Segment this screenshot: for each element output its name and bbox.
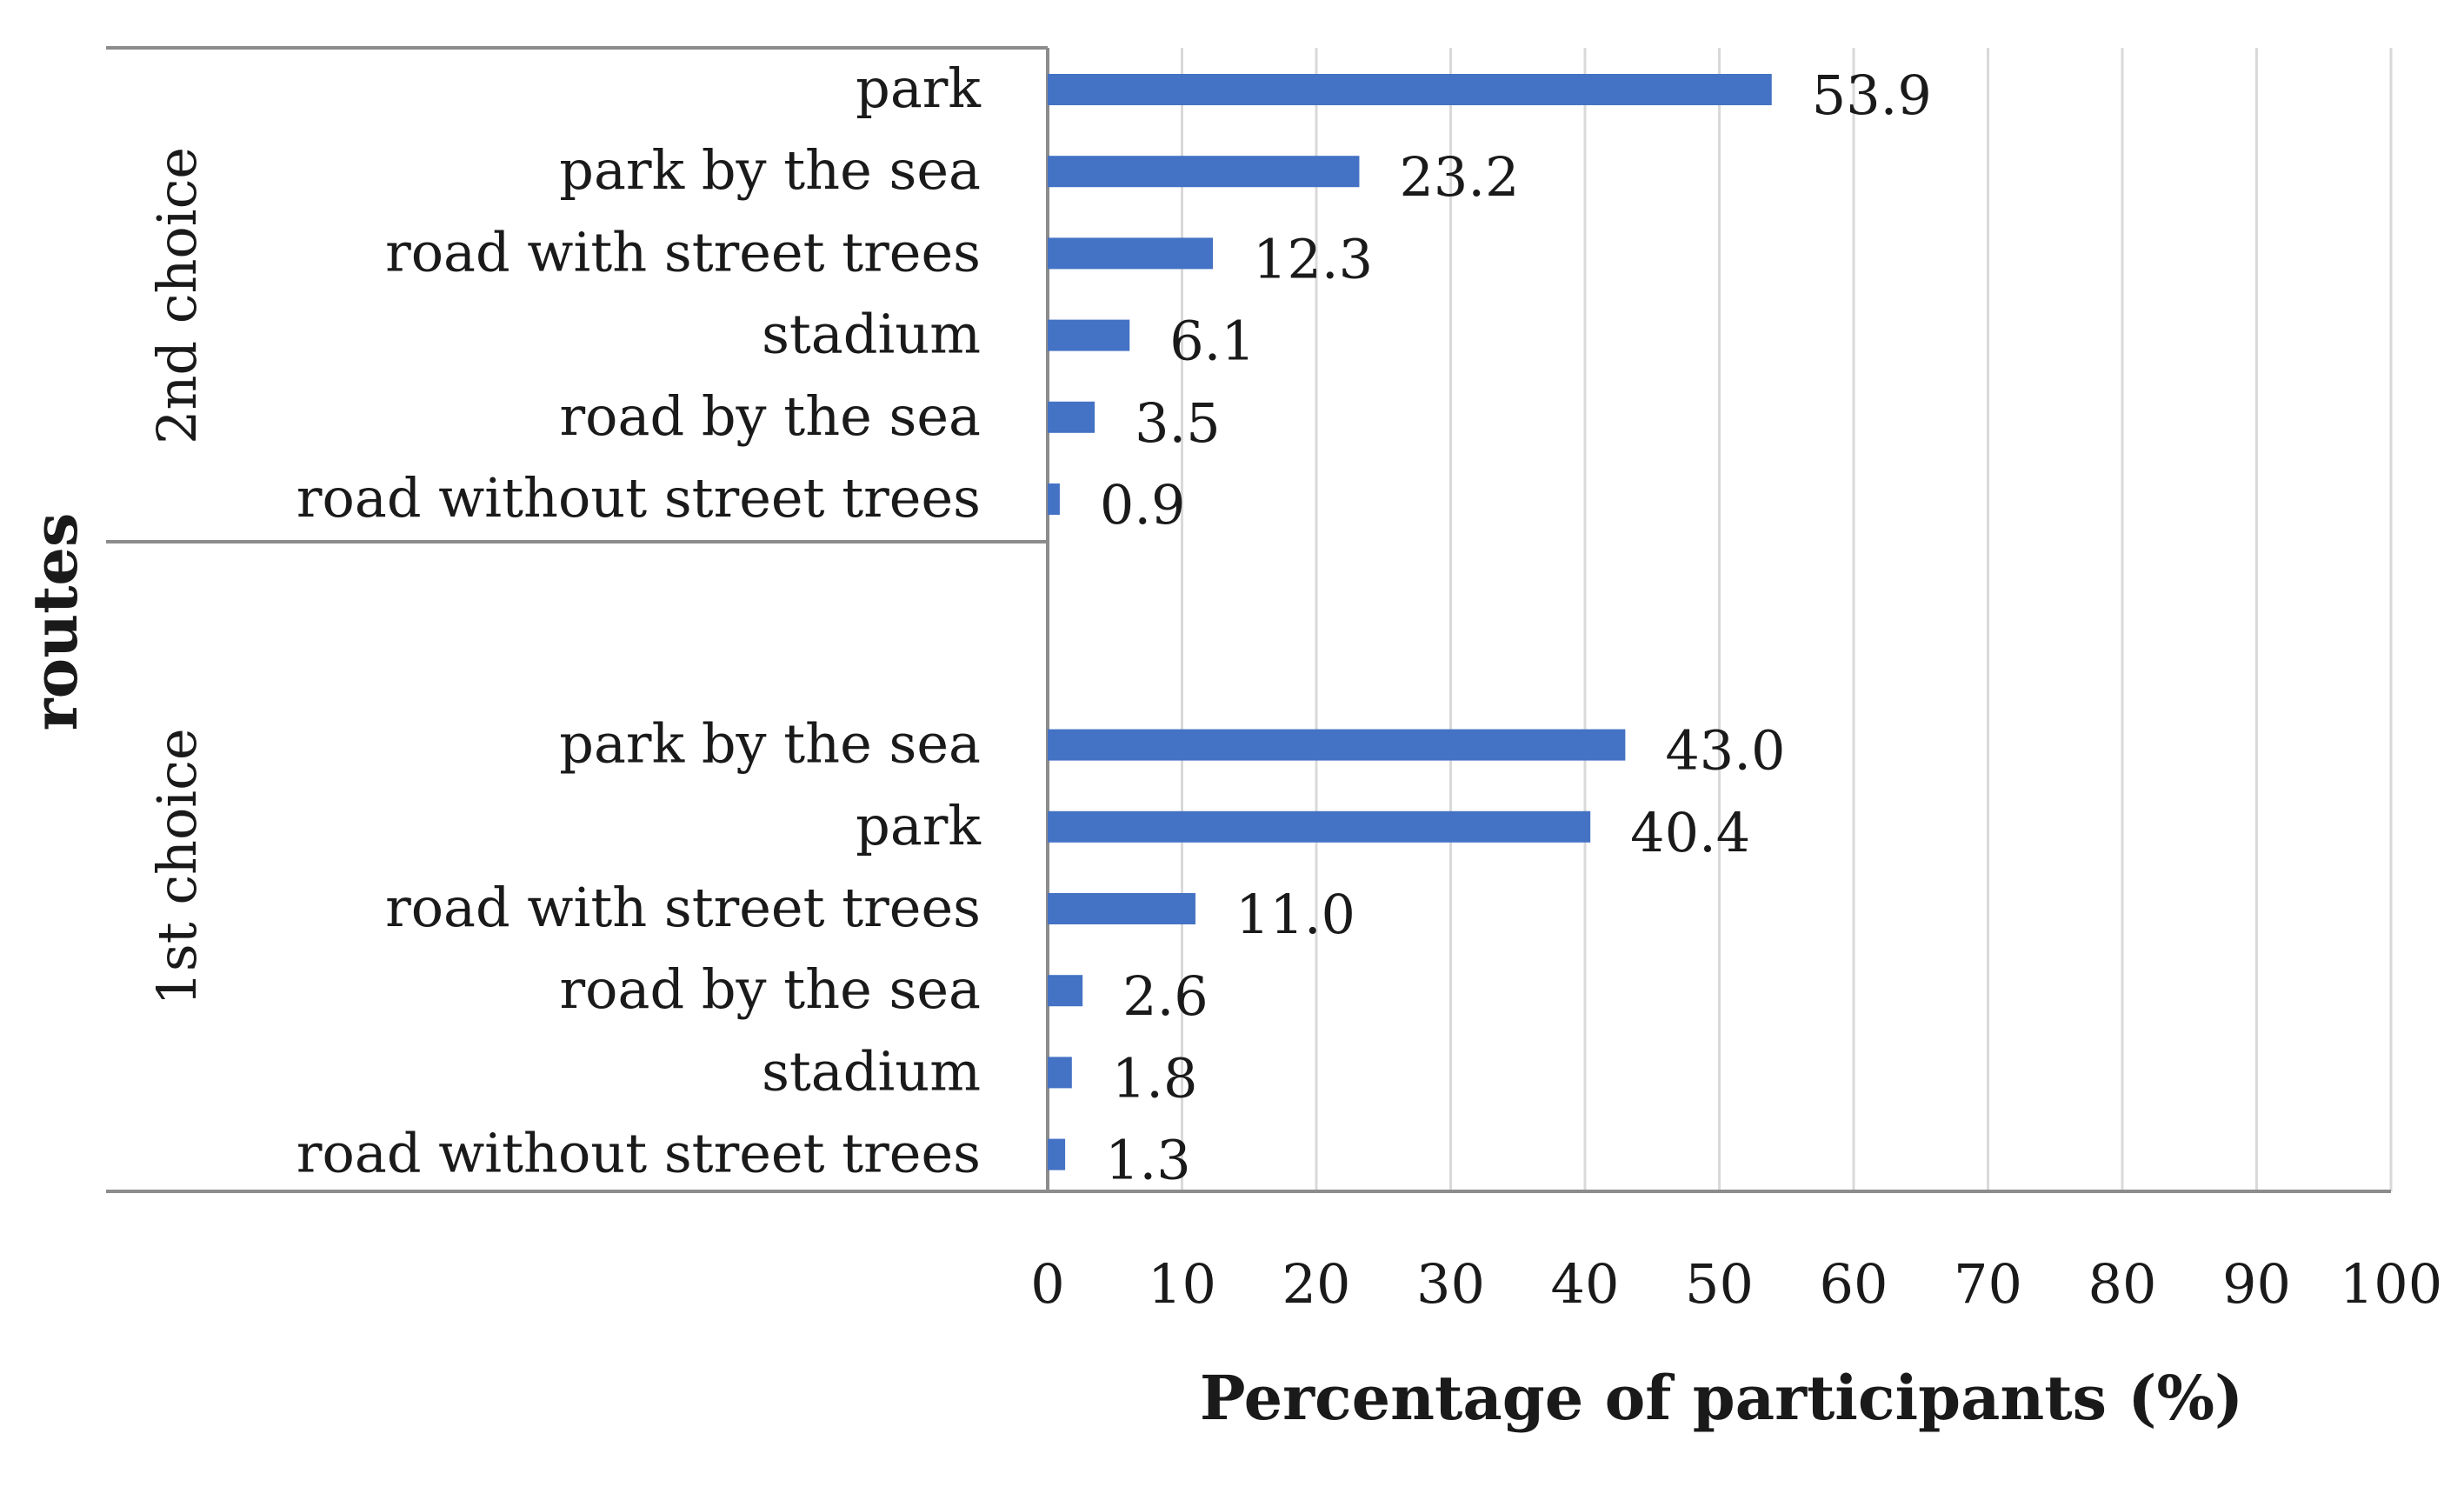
bar <box>1048 483 1060 515</box>
x-tick-label: 40 <box>1551 1252 1620 1316</box>
x-tick-label: 30 <box>1416 1252 1485 1316</box>
value-label: 23.2 <box>1399 145 1519 209</box>
bar <box>1048 893 1195 924</box>
group-label: 1st choice <box>145 728 209 1005</box>
value-label: 2.6 <box>1122 964 1209 1028</box>
y-axis-title: routes <box>19 513 91 731</box>
gridlines <box>1181 48 2393 1191</box>
value-label: 53.9 <box>1812 63 1932 127</box>
value-label: 1.3 <box>1105 1129 1191 1192</box>
x-tick-label: 70 <box>1954 1252 2022 1316</box>
x-tick-label: 20 <box>1282 1252 1351 1316</box>
bar <box>1048 1057 1072 1089</box>
bar <box>1048 319 1130 351</box>
x-tick-label: 50 <box>1685 1252 1754 1316</box>
x-tick-label: 60 <box>1820 1252 1888 1316</box>
value-label: 1.8 <box>1112 1046 1198 1110</box>
category-label: road without street trees <box>296 1122 981 1185</box>
bar <box>1048 975 1083 1007</box>
value-label: 11.0 <box>1235 883 1355 946</box>
category-label: stadium <box>762 303 981 366</box>
x-tick-label: 0 <box>1030 1252 1064 1316</box>
category-label: park by the sea <box>559 712 981 776</box>
category-label: road by the sea <box>560 957 981 1021</box>
bar <box>1048 237 1214 270</box>
category-label: road without street trees <box>296 466 981 530</box>
category-frame <box>106 46 2391 1193</box>
category-label: park by the sea <box>559 138 981 202</box>
category-label: road by the sea <box>560 384 981 448</box>
bars <box>1048 74 1772 1170</box>
value-label: 43.0 <box>1665 719 1785 783</box>
x-tick-label: 90 <box>2222 1252 2291 1316</box>
value-label: 12.3 <box>1253 227 1373 290</box>
bar <box>1048 401 1095 433</box>
category-label: road with street trees <box>385 220 981 283</box>
category-label: park <box>856 57 981 120</box>
category-label: stadium <box>762 1039 981 1103</box>
value-label: 6.1 <box>1169 310 1255 373</box>
x-axis-title: Percentage of participants (%) <box>1200 1362 2243 1434</box>
x-tick-label: 100 <box>2340 1252 2442 1316</box>
category-label: road with street trees <box>385 876 981 939</box>
bar <box>1048 74 1772 105</box>
value-label: 0.9 <box>1100 473 1186 537</box>
bar <box>1048 156 1360 188</box>
labels: 0 10 20 30 40 50 60 70 80 90 100 park 53.9 park by th… <box>145 57 2442 1316</box>
bar <box>1048 1138 1066 1170</box>
bar <box>1048 810 1591 843</box>
group-label: 2nd choice <box>145 147 209 444</box>
bar <box>1048 729 1626 761</box>
value-label: 3.5 <box>1135 391 1221 455</box>
x-tick-label: 80 <box>2088 1252 2157 1316</box>
value-label: 40.4 <box>1630 801 1750 864</box>
x-tick-label: 10 <box>1148 1252 1216 1316</box>
category-label: park <box>856 794 981 857</box>
